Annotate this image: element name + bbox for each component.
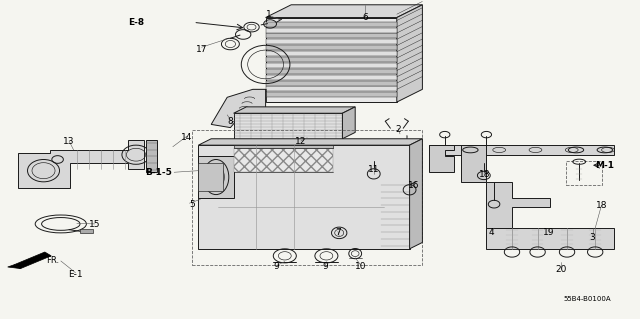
Text: 1: 1 — [266, 10, 271, 19]
Bar — [80, 229, 93, 233]
Polygon shape — [486, 228, 614, 249]
Polygon shape — [14, 252, 51, 269]
Bar — [192, 130, 422, 265]
Text: 20: 20 — [555, 265, 566, 274]
Text: 8: 8 — [228, 117, 233, 126]
Text: 10: 10 — [355, 262, 367, 271]
Bar — [266, 22, 397, 26]
Bar — [266, 80, 397, 85]
Bar — [234, 145, 333, 148]
Polygon shape — [429, 145, 454, 172]
Text: B-1-5: B-1-5 — [145, 168, 172, 177]
Polygon shape — [211, 89, 266, 128]
Text: 7: 7 — [335, 228, 340, 237]
Text: 6: 6 — [362, 13, 367, 22]
Bar — [266, 63, 397, 68]
Polygon shape — [198, 156, 234, 198]
Text: 19: 19 — [543, 228, 555, 237]
Polygon shape — [397, 5, 422, 102]
Text: 16: 16 — [408, 181, 419, 190]
Text: 15: 15 — [89, 220, 100, 229]
Polygon shape — [410, 139, 422, 249]
Text: 18: 18 — [596, 201, 607, 210]
Bar — [266, 69, 397, 74]
Text: E-8: E-8 — [128, 18, 144, 27]
Polygon shape — [198, 163, 223, 191]
Polygon shape — [234, 113, 342, 139]
Text: E-1: E-1 — [68, 270, 83, 279]
Polygon shape — [18, 140, 144, 188]
Bar — [266, 45, 397, 50]
Bar — [266, 86, 397, 92]
Polygon shape — [486, 182, 550, 228]
Text: 11: 11 — [368, 165, 380, 174]
Text: 18: 18 — [479, 170, 491, 179]
Text: 5: 5 — [189, 200, 195, 209]
Text: M-1: M-1 — [595, 161, 614, 170]
Text: FR.: FR. — [46, 256, 60, 265]
Text: 4: 4 — [489, 228, 494, 237]
Text: 9: 9 — [323, 262, 328, 271]
Bar — [266, 39, 397, 44]
Bar — [566, 161, 602, 185]
Polygon shape — [266, 5, 422, 18]
Polygon shape — [342, 107, 355, 139]
Text: 2: 2 — [396, 125, 401, 134]
Text: 14: 14 — [181, 133, 193, 142]
Bar — [266, 51, 397, 56]
Polygon shape — [234, 107, 355, 113]
Polygon shape — [198, 145, 410, 249]
Bar — [266, 33, 397, 38]
Polygon shape — [266, 18, 397, 102]
Polygon shape — [253, 89, 266, 102]
Text: 9: 9 — [274, 262, 279, 271]
Bar — [266, 75, 397, 80]
Text: 17: 17 — [196, 45, 207, 54]
Bar — [234, 148, 333, 172]
Polygon shape — [198, 139, 422, 145]
Bar — [146, 140, 157, 172]
Text: 12: 12 — [295, 137, 307, 146]
Bar — [266, 57, 397, 62]
Polygon shape — [8, 265, 20, 269]
Text: 55B4-B0100A: 55B4-B0100A — [564, 296, 611, 302]
Polygon shape — [461, 145, 486, 182]
Bar — [266, 27, 397, 33]
Text: 3: 3 — [590, 233, 595, 242]
Bar — [266, 92, 397, 97]
Polygon shape — [429, 145, 614, 155]
Text: 13: 13 — [63, 137, 75, 146]
